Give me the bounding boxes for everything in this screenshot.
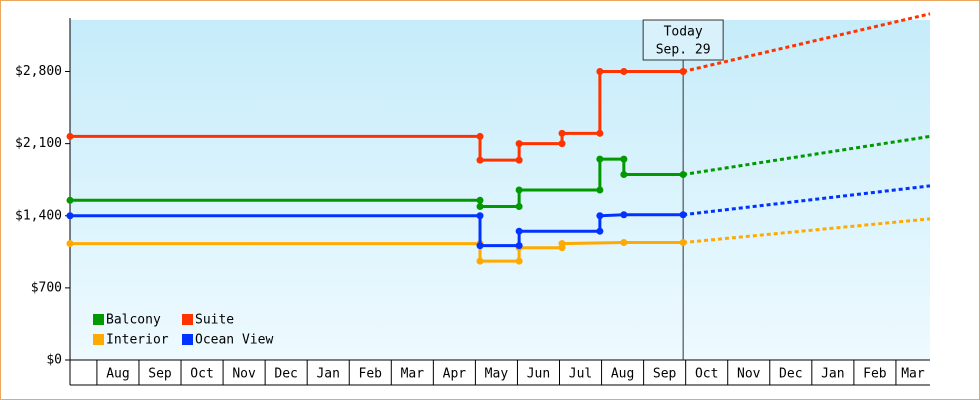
point (515, 257, 523, 265)
point (679, 239, 687, 247)
legend-label: Suite (195, 313, 234, 328)
point (515, 202, 523, 210)
y-tick-label: $700 (31, 280, 62, 295)
x-tick-label: Aug (106, 367, 129, 382)
x-tick-label: Feb (863, 367, 887, 382)
point (66, 240, 74, 248)
forecast-line (683, 217, 931, 245)
point (476, 132, 484, 140)
point (515, 140, 523, 148)
point (596, 227, 604, 235)
x-tick-label: Sep (148, 367, 172, 382)
point (66, 196, 74, 204)
x-tick-label: Dec (274, 367, 297, 382)
point (515, 156, 523, 164)
point (596, 155, 604, 163)
x-tick-label: Sep (653, 367, 677, 382)
point (515, 227, 523, 235)
x-tick-label: Oct (190, 367, 213, 382)
x-tick-label: Apr (443, 367, 467, 382)
point (596, 186, 604, 194)
legend-swatch (182, 314, 193, 325)
point (679, 171, 687, 179)
point (596, 68, 604, 76)
point (476, 242, 484, 250)
forecast-line (682, 12, 931, 73)
legend-swatch (93, 334, 104, 345)
x-tick-label: Jul (569, 367, 592, 382)
point (515, 186, 523, 194)
point (620, 155, 628, 163)
point (66, 212, 74, 220)
point (476, 257, 484, 265)
point (515, 242, 523, 250)
x-tick-label: Mar (901, 367, 925, 382)
point (620, 239, 628, 247)
point (476, 196, 484, 204)
legend-label: Interior (106, 333, 169, 348)
y-tick-label: $2,100 (15, 136, 62, 151)
point (476, 156, 484, 164)
x-tick-label: Nov (232, 367, 256, 382)
legend-swatch (93, 314, 104, 325)
point (476, 202, 484, 210)
point (596, 212, 604, 220)
point (558, 240, 566, 248)
legend-swatch (182, 334, 193, 345)
y-tick-label: $1,400 (15, 208, 62, 223)
legend-label: Balcony (106, 313, 161, 328)
point (476, 212, 484, 220)
point (558, 140, 566, 148)
point (620, 171, 628, 179)
legend-label: Ocean View (195, 333, 273, 348)
today-box (642, 19, 724, 61)
x-tick-label: Jan (316, 367, 339, 382)
point (620, 211, 628, 219)
x-tick-label: Mar (401, 367, 425, 382)
today-date: Sep. 29 (656, 43, 711, 58)
x-tick-label: Oct (695, 367, 718, 382)
x-tick-label: Aug (611, 367, 634, 382)
point (620, 68, 628, 76)
today-label: Today (664, 25, 703, 40)
x-tick-label: Feb (359, 367, 383, 382)
x-tick-label: Nov (737, 367, 761, 382)
point (679, 211, 687, 219)
x-tick-label: Dec (779, 367, 802, 382)
point (558, 129, 566, 137)
x-tick-label: Jan (821, 367, 844, 382)
plot-area (70, 20, 930, 360)
point (596, 129, 604, 137)
x-tick-label: May (485, 367, 509, 382)
x-tick-label: Jun (527, 367, 550, 382)
point (66, 132, 74, 140)
point (679, 68, 687, 76)
y-tick-label: $2,800 (15, 64, 62, 79)
y-tick-label: $0 (46, 353, 62, 368)
